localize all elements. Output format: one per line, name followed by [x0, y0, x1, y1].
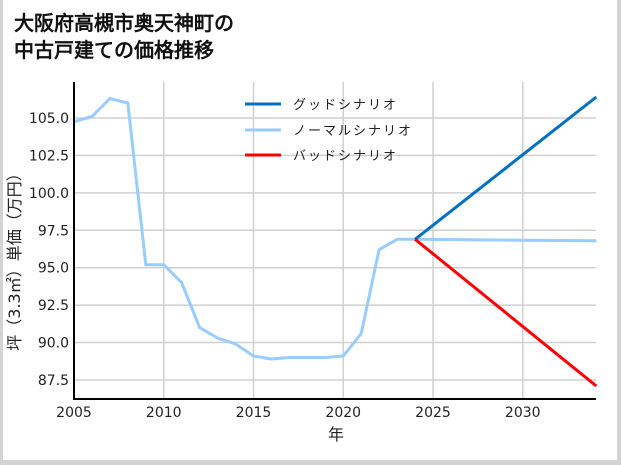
- y-tick-label: 105.0: [29, 111, 69, 127]
- axes: [73, 82, 596, 400]
- data-lines: [73, 95, 598, 388]
- x-tick-labels: 2005 2010 2015 2020 2025 2030: [56, 405, 540, 421]
- y-axis-label: 坪（3.3㎡）単価（万円）: [5, 165, 24, 350]
- y-tick-label: 97.5: [38, 223, 69, 239]
- x-tick-label: 2005: [56, 405, 92, 421]
- x-tick-label: 2030: [505, 405, 541, 421]
- series-line-good: [414, 95, 598, 241]
- x-tick-label: 2015: [236, 405, 272, 421]
- legend-label-good: グッドシナリオ: [293, 98, 398, 113]
- y-tick-labels: 87.5 90.0 92.5 95.0 97.5 100.0 102.5 105.0: [29, 111, 69, 389]
- chart-title: 大阪府高槻市奥天神町の 中古戸建ての価格推移: [14, 10, 234, 64]
- y-tick-label: 87.5: [38, 373, 69, 389]
- y-tick-label: 102.5: [29, 148, 69, 164]
- legend: グッドシナリオ ノーマルシナリオ バッドシナリオ: [245, 98, 413, 164]
- y-tick-label: 92.5: [38, 298, 69, 314]
- legend-label-bad: バッドシナリオ: [293, 149, 398, 164]
- series-line-bad: [414, 238, 598, 388]
- y-tick-label: 100.0: [29, 186, 69, 202]
- y-tick-label: 90.0: [38, 336, 69, 352]
- x-tick-label: 2020: [325, 405, 361, 421]
- y-tick-label: 95.0: [38, 261, 69, 277]
- x-tick-label: 2010: [146, 405, 182, 421]
- x-axis-label: 年: [328, 425, 344, 444]
- x-tick-label: 2025: [415, 405, 451, 421]
- series-line-normal: [73, 97, 597, 361]
- legend-label-normal: ノーマルシナリオ: [293, 124, 413, 139]
- chart-title-line-2: 中古戸建ての価格推移: [14, 38, 214, 62]
- chart-title-line-1: 大阪府高槻市奥天神町の: [14, 11, 234, 35]
